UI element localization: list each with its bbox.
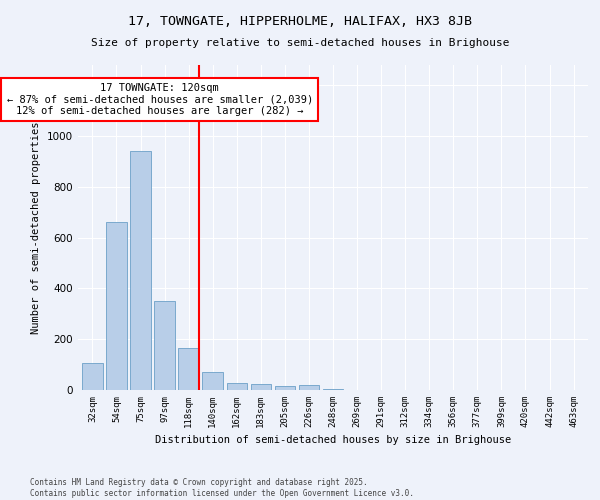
X-axis label: Distribution of semi-detached houses by size in Brighouse: Distribution of semi-detached houses by …: [155, 436, 511, 446]
Bar: [299, 385, 319, 390]
Bar: [154, 301, 175, 390]
Text: 17 TOWNGATE: 120sqm
← 87% of semi-detached houses are smaller (2,039)
12% of sem: 17 TOWNGATE: 120sqm ← 87% of semi-detach…: [7, 83, 313, 116]
Y-axis label: Number of semi-detached properties: Number of semi-detached properties: [31, 121, 41, 334]
Bar: [106, 222, 127, 390]
Text: Contains HM Land Registry data © Crown copyright and database right 2025.
Contai: Contains HM Land Registry data © Crown c…: [30, 478, 414, 498]
Bar: [227, 383, 247, 390]
Bar: [178, 348, 199, 390]
Text: 17, TOWNGATE, HIPPERHOLME, HALIFAX, HX3 8JB: 17, TOWNGATE, HIPPERHOLME, HALIFAX, HX3 …: [128, 15, 472, 28]
Bar: [323, 388, 343, 390]
Bar: [82, 364, 103, 390]
Text: Size of property relative to semi-detached houses in Brighouse: Size of property relative to semi-detach…: [91, 38, 509, 48]
Bar: [202, 372, 223, 390]
Bar: [130, 152, 151, 390]
Bar: [251, 384, 271, 390]
Bar: [275, 386, 295, 390]
